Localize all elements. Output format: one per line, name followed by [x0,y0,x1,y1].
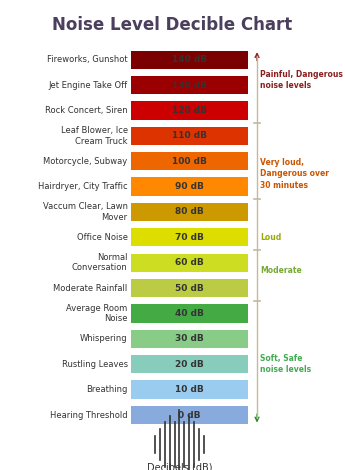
Text: 100 dB: 100 dB [172,157,207,166]
Text: 40 dB: 40 dB [175,309,204,318]
Text: Noise Level Decible Chart: Noise Level Decible Chart [52,16,293,34]
Text: Normal
Conversation: Normal Conversation [72,253,128,273]
Text: 140 dB: 140 dB [172,55,207,64]
Text: 80 dB: 80 dB [175,207,204,217]
Text: 90 dB: 90 dB [175,182,204,191]
Text: Leaf Blower, Ice
Cream Truck: Leaf Blower, Ice Cream Truck [60,126,128,146]
Bar [131,381,248,399]
Text: Loud: Loud [260,233,282,242]
Text: 0 dB: 0 dB [178,410,201,420]
Text: Office Noise: Office Noise [77,233,128,242]
Text: Decibels (dB): Decibels (dB) [147,462,212,470]
Bar [131,178,248,196]
Bar [131,406,248,424]
Text: 70 dB: 70 dB [175,233,204,242]
Bar [131,254,248,272]
Text: Average Room
Noise: Average Room Noise [66,304,128,323]
Bar [131,102,248,119]
Bar [131,51,248,69]
Text: Vaccum Clear, Lawn
Mover: Vaccum Clear, Lawn Mover [43,202,128,222]
Text: 110 dB: 110 dB [172,131,207,141]
Text: 30 dB: 30 dB [175,334,204,344]
Text: Soft, Safe
noise levels: Soft, Safe noise levels [260,354,312,374]
Text: Hearing Threshold: Hearing Threshold [50,410,128,420]
Text: 120 dB: 120 dB [172,106,207,115]
Bar [131,152,248,170]
Text: Moderate Rainfall: Moderate Rainfall [53,283,128,293]
Bar [131,279,248,297]
Text: Painful, Dangerous
noise levels: Painful, Dangerous noise levels [260,70,343,90]
Text: Jet Engine Take Off: Jet Engine Take Off [49,80,128,90]
Bar [131,355,248,373]
Text: Whispering: Whispering [80,334,128,344]
Text: Rock Concert, Siren: Rock Concert, Siren [45,106,128,115]
Text: 50 dB: 50 dB [175,283,204,293]
Bar [131,203,248,221]
Text: Rustling Leaves: Rustling Leaves [61,360,128,369]
Text: Very loud,
Dangerous over
30 minutes: Very loud, Dangerous over 30 minutes [260,158,329,189]
Text: Hairdryer, City Traffic: Hairdryer, City Traffic [38,182,128,191]
Text: Moderate: Moderate [260,266,302,275]
Bar [131,76,248,94]
Text: Motorcycle, Subway: Motorcycle, Subway [43,157,128,166]
Text: Breathing: Breathing [86,385,128,394]
Bar [131,305,248,322]
Bar [131,228,248,246]
Bar [131,127,248,145]
Text: 130 dB: 130 dB [172,80,207,90]
Text: 20 dB: 20 dB [175,360,204,369]
Text: Fireworks, Gunshot: Fireworks, Gunshot [47,55,128,64]
Text: 60 dB: 60 dB [175,258,204,267]
Text: 10 dB: 10 dB [175,385,204,394]
Bar [131,330,248,348]
